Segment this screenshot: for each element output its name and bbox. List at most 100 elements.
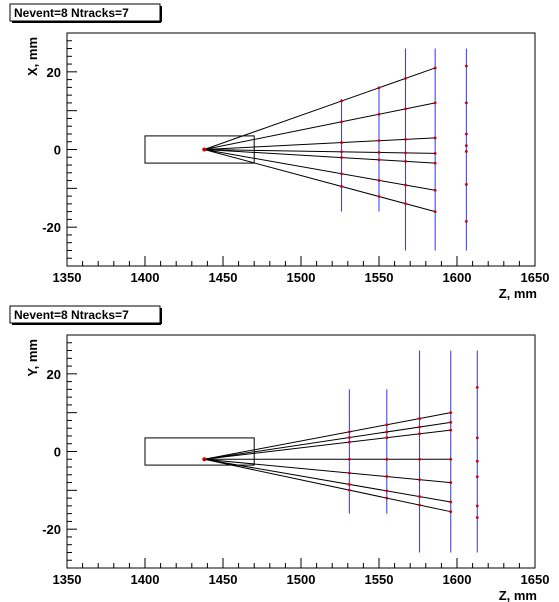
track-hit [377,112,381,116]
hit-point [475,459,479,463]
track-hit [377,195,381,198]
x-tick-label: 1400 [131,572,160,587]
vertex-point [202,457,207,462]
track-hit [418,503,421,507]
track-hit [347,440,351,444]
track-line [204,412,451,460]
track-hit [418,495,421,498]
x-tick-label: 1500 [287,572,316,587]
track-hit [433,210,437,214]
track-hit [385,457,389,461]
track-hit [340,120,343,124]
track-hit [377,151,381,154]
track-hit [449,510,453,514]
plot-title: Nevent=8 Ntracks=7 [14,308,129,322]
track-hit [377,86,381,90]
track-hit [377,178,381,182]
y-tick-label: 20 [47,367,61,382]
track-hit [418,425,421,429]
track-hit [418,417,421,420]
track-line [204,137,436,150]
track-hit [385,489,389,493]
track-hit [418,432,421,436]
hit-point [464,219,468,223]
track-hit [347,430,351,434]
y-tick-label: 20 [47,65,61,80]
track-line [204,149,436,191]
hit-point [475,516,479,519]
track-line [204,429,451,460]
track-line [204,458,451,503]
hit-point [475,436,479,440]
track-hit [404,202,407,206]
x-tick-label: 1550 [365,572,394,587]
track-hit [433,101,437,105]
track-hit [340,150,343,154]
yz-projection-plot: Nevent=8 Ntracks=7 1350 1400 1450 1500 1550 16… [9,305,550,602]
track-hit [385,436,389,440]
track-hit [340,185,343,188]
y-tick-label: 0 [54,445,61,460]
track-line [204,149,436,213]
track-hit [385,475,389,478]
track-hit [340,141,343,144]
track-hit [433,161,437,165]
track-hit [340,99,343,103]
plot-frame [66,32,536,267]
track-hit [347,483,351,486]
track-line [204,149,436,164]
x-tick-label: 1450 [209,270,238,285]
hit-point [475,386,479,389]
hit-point [475,504,479,508]
x-tick-label: 1550 [365,270,394,285]
hit-point [475,475,479,479]
hit-point [464,64,468,68]
target-box [144,437,255,466]
track-hit [449,411,453,415]
track-hit [433,66,437,70]
plot-title: Nevent=8 Ntracks=7 [14,6,129,20]
y-tick-label: 0 [54,143,61,158]
track-hit [347,471,351,475]
track-hit [347,488,351,492]
track-hit [418,478,421,482]
x-tick-label: 1450 [209,572,238,587]
track-hit [449,481,453,484]
track-hit [377,158,381,162]
y-tick-label: -20 [42,220,61,235]
x-axis-label: Z, mm [499,588,537,602]
track-hit [340,172,343,176]
track-hit [404,137,407,141]
track-hit [404,77,407,80]
track-hit [347,457,351,461]
track-hit [404,159,407,163]
x-tick-label: 1650 [521,270,550,285]
hit-point [464,144,468,148]
x-axis-label: Z, mm [499,286,537,300]
track-hit [449,500,453,504]
track-hit [449,420,453,424]
track-hit [385,496,389,500]
track-hit [433,188,437,192]
track-line [204,458,451,513]
track-hit [404,107,407,111]
y-axis-label: Y, mm [25,339,40,377]
x-tick-label: 1600 [443,270,472,285]
track-hit [385,423,389,427]
hit-point [464,150,468,153]
track-line [204,102,436,150]
track-line [204,458,451,484]
x-tick-label: 1650 [521,572,550,587]
track-hit [418,457,421,461]
hit-point [464,183,468,186]
vertex-point [202,147,207,152]
track-hit [433,151,437,155]
track-hit [404,183,407,187]
x-tick-label: 1600 [443,572,472,587]
y-tick-label: -20 [42,522,61,537]
track-hit [385,430,389,434]
track-line [204,67,436,150]
xz-projection-plot: Nevent=8 Ntracks=7 1350 1400 1450 1500 1550 16… [9,3,550,300]
track-hit [404,151,407,155]
